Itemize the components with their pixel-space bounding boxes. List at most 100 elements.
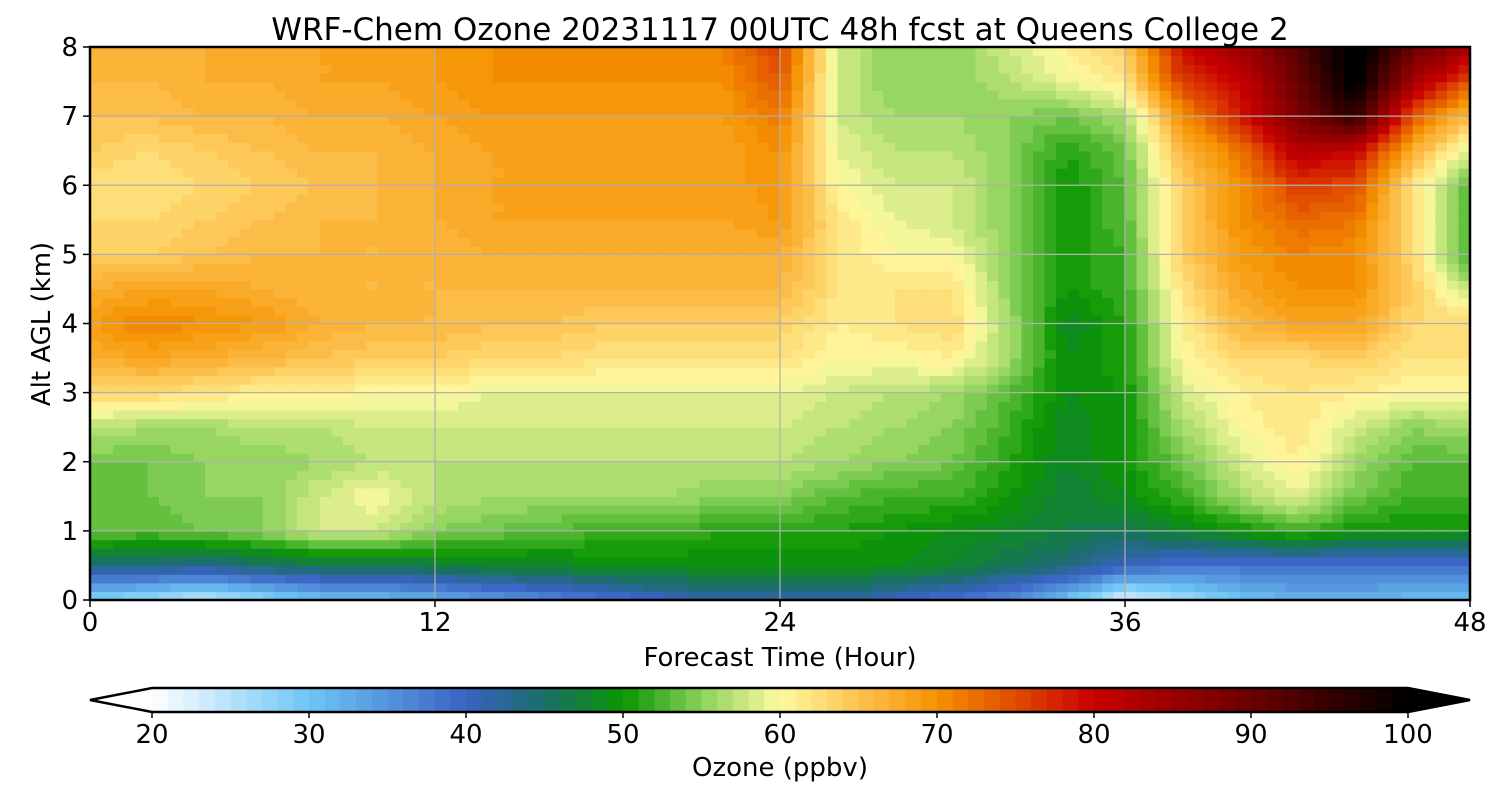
heatmap-cell (1458, 470, 1471, 480)
heatmap-cell (1332, 306, 1345, 316)
heatmap-cell (1401, 427, 1414, 437)
heatmap-cell (653, 522, 666, 532)
heatmap-cell (216, 401, 229, 411)
heatmap-cell (458, 254, 471, 264)
heatmap-cell (883, 288, 896, 299)
heatmap-cell (1240, 409, 1253, 420)
heatmap-cell (446, 522, 459, 532)
heatmap-cell (1171, 504, 1184, 515)
heatmap-cell (1102, 314, 1115, 325)
heatmap-cell (228, 496, 241, 506)
heatmap-cell (1056, 522, 1069, 532)
heatmap-cell (918, 409, 931, 420)
heatmap-cell (1320, 530, 1333, 541)
heatmap-cell (1194, 392, 1207, 402)
heatmap-cell (653, 401, 666, 411)
heatmap-cell (1447, 461, 1460, 472)
heatmap-cell (883, 297, 896, 307)
heatmap-cell (860, 530, 873, 541)
heatmap-cell (791, 522, 804, 532)
heatmap-cell (1297, 245, 1310, 256)
heatmap-cell (826, 375, 839, 385)
heatmap-cell (504, 401, 517, 411)
heatmap-cell (389, 314, 402, 325)
heatmap-cell (550, 254, 563, 264)
heatmap-cell (1263, 366, 1276, 377)
heatmap-cell (676, 254, 689, 264)
heatmap-cell (814, 288, 827, 299)
heatmap-cell (331, 513, 344, 523)
heatmap-cell (630, 297, 643, 307)
heatmap-cell (814, 237, 827, 247)
heatmap-cell (1240, 280, 1253, 290)
heatmap-cell (1044, 530, 1057, 541)
heatmap-cell (803, 271, 816, 281)
heatmap-cell (1205, 245, 1218, 256)
heatmap-cell (883, 539, 896, 549)
heatmap-cell (262, 323, 275, 333)
heatmap-cell (1217, 358, 1230, 368)
heatmap-cell (964, 288, 977, 299)
heatmap-cell (343, 409, 356, 420)
heatmap-cell (1378, 556, 1391, 567)
heatmap-cell (308, 418, 321, 428)
heatmap-cell (159, 245, 172, 256)
heatmap-cell (1067, 556, 1080, 567)
heatmap-cell (1125, 280, 1138, 290)
heatmap-cell (1424, 375, 1437, 385)
heatmap-cell (1079, 530, 1092, 541)
heatmap-cell (504, 453, 517, 463)
heatmap-cell (1332, 263, 1345, 273)
heatmap-cell (113, 288, 126, 299)
heatmap-cell (1447, 522, 1460, 532)
heatmap-cell (320, 479, 333, 489)
heatmap-cell (1010, 453, 1023, 463)
heatmap-cell (308, 522, 321, 532)
heatmap-cell (849, 375, 862, 385)
heatmap-cell (1102, 409, 1115, 420)
heatmap-cell (1447, 349, 1460, 359)
heatmap-cell (262, 297, 275, 307)
heatmap-cell (1435, 470, 1448, 480)
heatmap-cell (1113, 314, 1126, 325)
heatmap-cell (320, 513, 333, 523)
heatmap-cell (1286, 383, 1299, 394)
heatmap-cell (998, 245, 1011, 256)
heatmap-cell (872, 427, 885, 437)
heatmap-cell (1090, 375, 1103, 385)
heatmap-cell (745, 392, 758, 402)
heatmap-cell (1332, 504, 1345, 515)
heatmap-cell (113, 271, 126, 281)
heatmap-cell (435, 340, 448, 351)
heatmap-cell (1056, 332, 1069, 342)
heatmap-cell (906, 237, 919, 247)
heatmap-cell (883, 323, 896, 333)
heatmap-cell (147, 314, 160, 325)
heatmap-cell (550, 237, 563, 247)
heatmap-cell (285, 453, 298, 463)
heatmap-cell (182, 332, 195, 342)
heatmap-cell (975, 522, 988, 532)
heatmap-cell (964, 280, 977, 290)
heatmap-cell (400, 392, 413, 402)
heatmap-cell (837, 504, 850, 515)
heatmap-cell (124, 392, 137, 402)
heatmap-cell (458, 427, 471, 437)
heatmap-cell (1309, 504, 1322, 515)
heatmap-cell (722, 288, 735, 299)
heatmap-cell (228, 539, 241, 549)
heatmap-cell (1320, 349, 1333, 359)
heatmap-cell (918, 461, 931, 472)
heatmap-cell (297, 349, 310, 359)
heatmap-cell (182, 591, 195, 601)
heatmap-cell (964, 461, 977, 472)
heatmap-cell (849, 332, 862, 342)
heatmap-cell (745, 470, 758, 480)
heatmap-cell (711, 470, 724, 480)
heatmap-cell (377, 427, 390, 437)
heatmap-cell (1458, 530, 1471, 541)
heatmap-cell (619, 496, 632, 506)
heatmap-cell (354, 332, 367, 342)
heatmap-cell (1056, 470, 1069, 480)
heatmap-cell (826, 401, 839, 411)
